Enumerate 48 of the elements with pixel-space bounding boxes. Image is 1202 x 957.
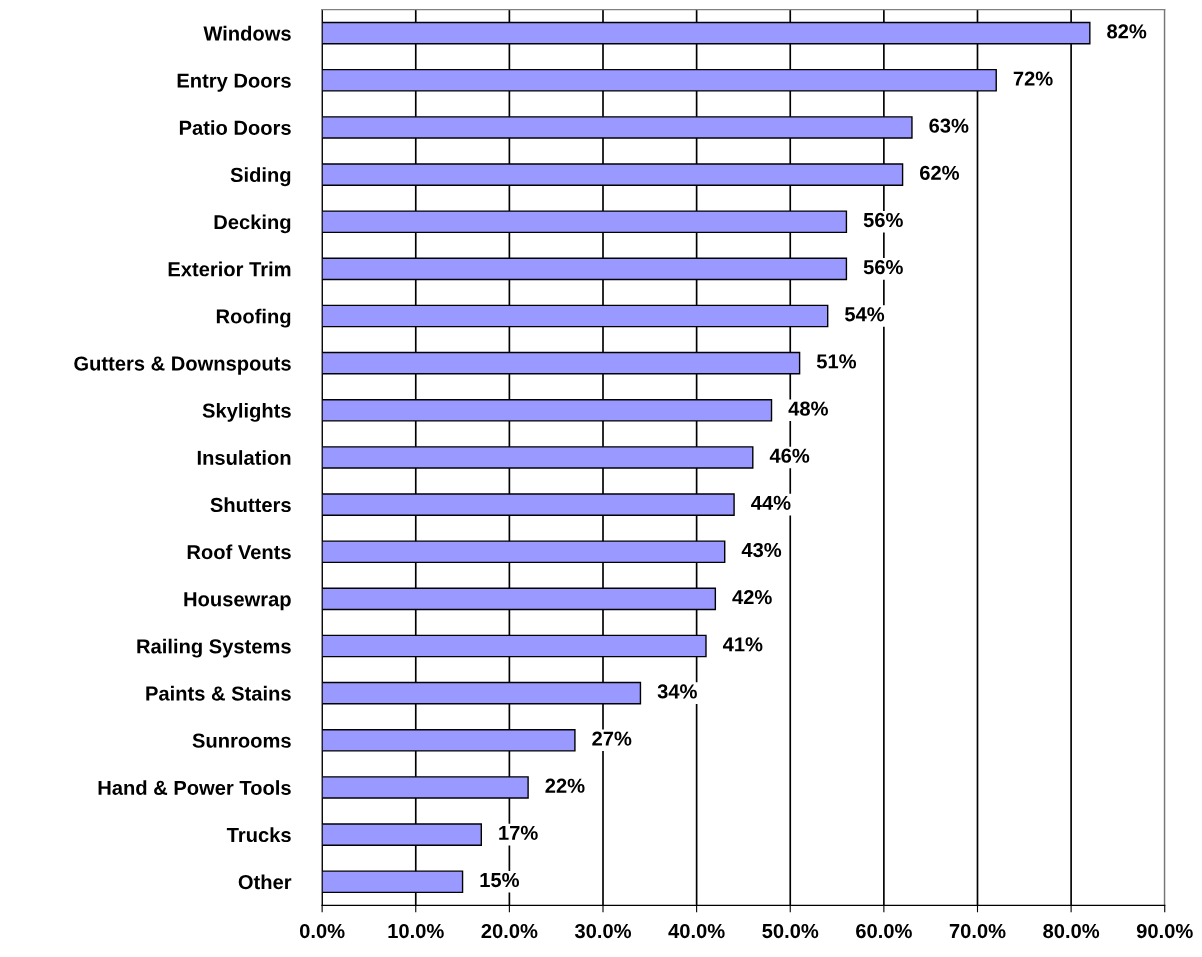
y-tick-label: Other <box>238 874 292 890</box>
data-label: 54% <box>844 307 885 322</box>
y-tick-label: Decking <box>214 214 291 234</box>
data-label: 56% <box>863 260 903 275</box>
y-tick-label: Skylights <box>202 403 291 422</box>
data-label: 51% <box>816 354 857 369</box>
x-tick-label: 20.0% <box>481 923 538 939</box>
data-label: 56% <box>863 212 903 228</box>
y-tick-label: Shutters <box>210 497 291 513</box>
y-tick-label: Hand & Power Tools <box>98 780 291 795</box>
data-label: 17% <box>499 825 538 840</box>
y-tick-label: Entry Doors <box>177 73 291 92</box>
y-tick-label: Gutters & Downspouts <box>74 356 291 375</box>
x-tick-label: 60.0% <box>856 923 912 939</box>
x-tick-label: 50.0% <box>762 923 819 939</box>
x-tick-label: 30.0% <box>574 923 632 939</box>
data-label: 22% <box>545 778 585 793</box>
y-tick-label: Sunrooms <box>192 733 291 748</box>
data-label: 41% <box>722 637 763 652</box>
y-tick-label: Exterior Trim <box>168 261 291 277</box>
y-tick-label: Windows <box>203 25 291 41</box>
data-label: 15% <box>480 872 520 888</box>
data-label: 42% <box>732 590 772 605</box>
data-label: 63% <box>929 118 969 133</box>
x-tick-label: 80.0% <box>1043 923 1100 939</box>
y-tick-label: Insulation <box>197 450 291 465</box>
x-tick-label: 90.0% <box>1136 923 1193 939</box>
data-label: 44% <box>751 495 791 510</box>
data-label: 34% <box>657 684 697 699</box>
y-tick-label: Paints & Stains <box>146 685 291 701</box>
data-label: 27% <box>592 731 632 746</box>
data-label: 62% <box>920 165 960 180</box>
y-tick-label: Trucks <box>226 827 291 843</box>
y-tick-label: Railing Systems <box>137 638 291 658</box>
data-label: 82% <box>1107 24 1147 39</box>
data-label: 48% <box>788 401 828 416</box>
y-tick-label: Siding <box>230 167 291 187</box>
y-tick-label: Roof Vents <box>187 544 291 560</box>
y-tick-label: Patio Doors <box>179 120 291 135</box>
data-label: 43% <box>741 542 782 558</box>
data-label: 72% <box>1013 71 1053 86</box>
x-tick-label: 40.0% <box>668 923 725 939</box>
x-tick-label: 10.0% <box>388 923 444 939</box>
y-tick-label: Roofing <box>216 308 291 328</box>
data-label: 46% <box>769 448 810 463</box>
x-tick-label: 0.0% <box>299 923 345 939</box>
y-tick-label: Housewrap <box>184 592 291 611</box>
x-tick-label: 70.0% <box>949 923 1006 939</box>
